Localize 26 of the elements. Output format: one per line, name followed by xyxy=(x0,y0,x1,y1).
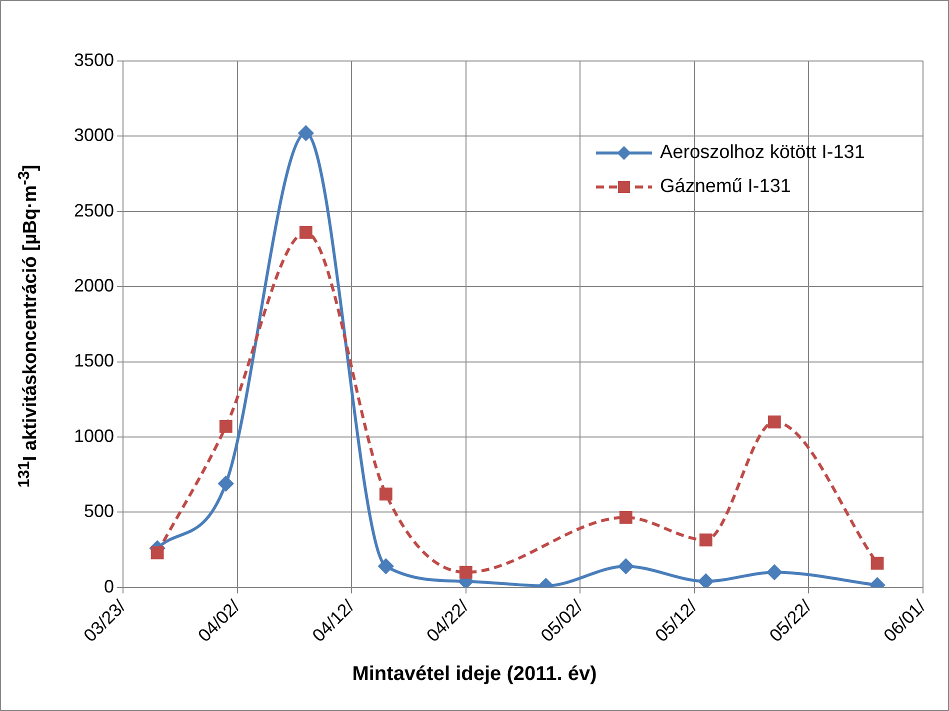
point xyxy=(150,546,164,560)
point xyxy=(618,558,634,574)
point xyxy=(298,126,314,141)
point xyxy=(768,415,781,428)
y-tick-label: 3500 xyxy=(74,50,114,70)
y-tick-label: 3000 xyxy=(74,125,114,146)
point xyxy=(699,534,712,546)
point xyxy=(459,566,472,579)
point xyxy=(766,564,782,580)
point xyxy=(379,488,392,501)
y-tick-label: 1000 xyxy=(74,426,114,446)
y-tick-label: 0 xyxy=(104,576,114,596)
point xyxy=(698,574,714,588)
y-tick-label: 2000 xyxy=(74,276,114,296)
legend-label: Gáznemű I-131 xyxy=(660,175,791,199)
point xyxy=(218,476,234,492)
y-tick-label: 500 xyxy=(84,501,114,522)
point xyxy=(299,226,312,239)
point xyxy=(619,510,632,524)
legend-label: Aeroszolhoz kötött I-131 xyxy=(660,141,865,165)
point xyxy=(219,420,232,433)
y-tick-label: 2500 xyxy=(74,200,114,220)
y-tick-label: 1500 xyxy=(74,350,114,371)
x-axis-title: Mintavétel ideje (2011. év) xyxy=(351,663,598,686)
point xyxy=(870,556,884,570)
point xyxy=(378,558,394,574)
